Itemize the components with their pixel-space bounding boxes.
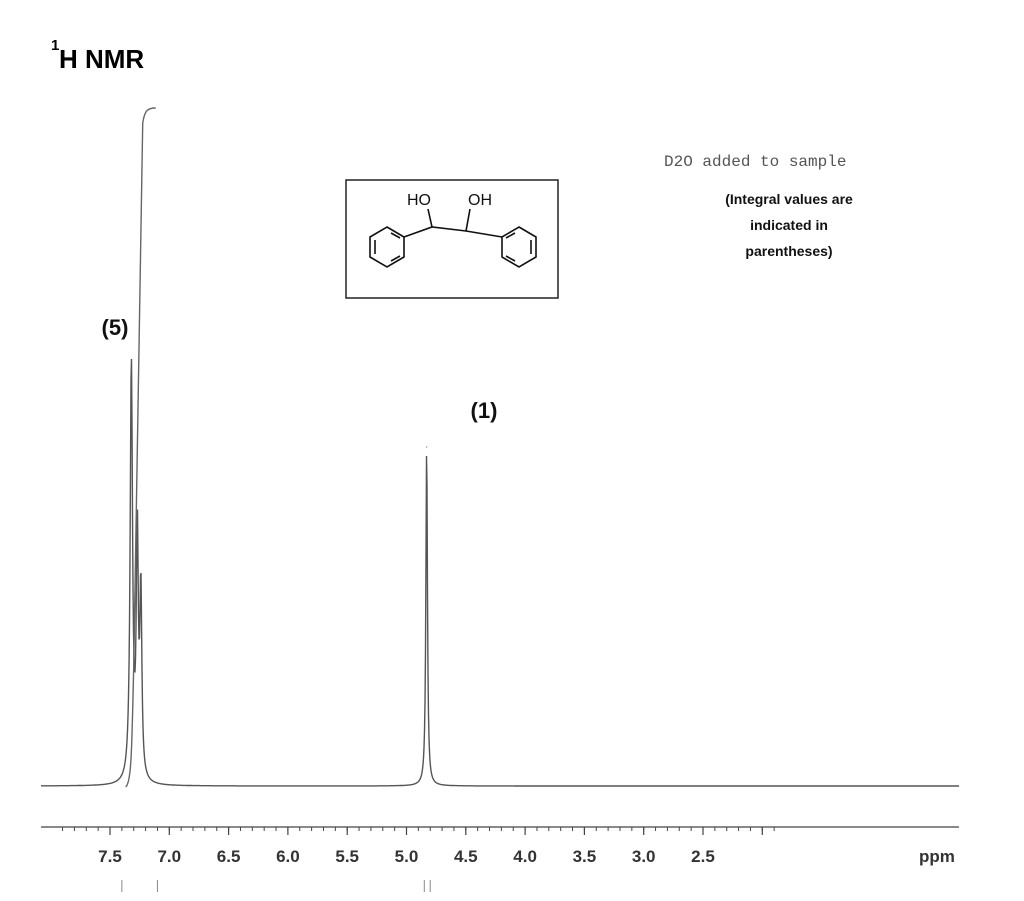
x-tick-label: 7.5: [98, 847, 122, 866]
spectrum-title-superscript: 1: [51, 37, 59, 54]
structure-frame: [345, 179, 559, 299]
integral-note: (Integral values are indicated in parent…: [725, 191, 853, 259]
hydroxyl-label-left: HO: [407, 192, 431, 209]
solvent-note: D2O added to sample: [664, 153, 846, 171]
x-tick-label: 3.0: [632, 847, 656, 866]
spectrum-trace: [41, 358, 959, 787]
integral-note-line-1: (Integral values are: [725, 191, 853, 207]
peak-label-methine: (1): [471, 398, 498, 423]
x-tick-label: 5.5: [335, 847, 359, 866]
hydroxyl-label-right: OH: [468, 192, 492, 209]
x-tick-label: 7.0: [157, 847, 181, 866]
diol-backbone: [403, 208, 503, 238]
plot-area: 7.5 7.0 6.5 6.0 5.5 5.0 4.5 4.0 3.5 3.0 2.5: [41, 107, 959, 892]
x-tick-label: 4.5: [454, 847, 478, 866]
x-tick-label: 6.5: [217, 847, 241, 866]
peak-label-aromatic: (5): [102, 315, 129, 340]
x-tick-label: 6.0: [276, 847, 300, 866]
integral-note-line-2: indicated in: [750, 217, 828, 233]
x-tick-label: 5.0: [395, 847, 419, 866]
x-tick-label: 4.0: [513, 847, 537, 866]
molecule-structure: HO OH: [345, 179, 559, 299]
x-axis-label: ppm: [919, 847, 955, 866]
x-tick-label: 3.5: [573, 847, 597, 866]
integral-curve: [125, 107, 156, 788]
x-tick-label: 2.5: [691, 847, 715, 866]
integral-note-line-3: parentheses): [745, 243, 832, 259]
spectrum-title: H NMR: [59, 44, 144, 74]
